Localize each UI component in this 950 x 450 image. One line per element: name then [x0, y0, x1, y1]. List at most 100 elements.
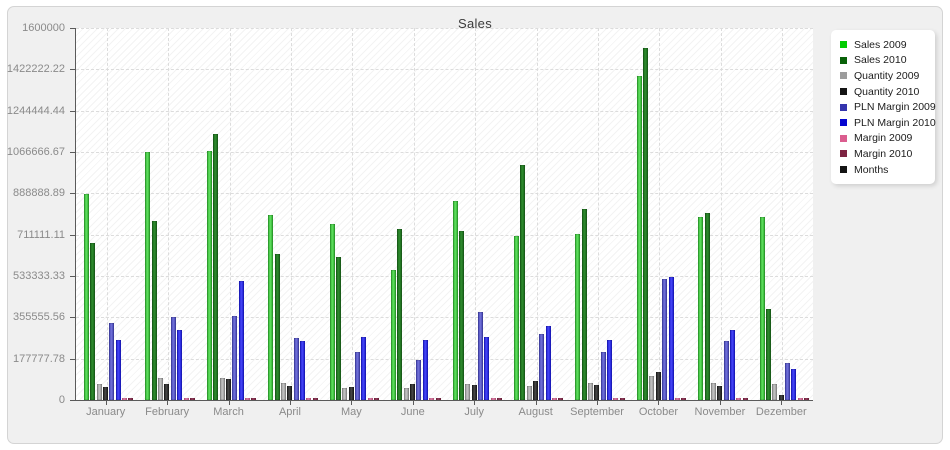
- bar-quantity-2009: [342, 388, 348, 400]
- bar-quantity-2010: [225, 379, 231, 400]
- bar-pln-margin-2009: [784, 363, 790, 400]
- bar-pln-margin-2010: [545, 326, 551, 400]
- bar-margin-2010: [312, 398, 318, 400]
- bar-sales-2009: [145, 152, 151, 400]
- bar-quantity-2010: [717, 386, 723, 400]
- legend-item: Margin 2010: [840, 146, 929, 162]
- x-axis-tick: [474, 401, 476, 405]
- bar-margin-2009: [244, 398, 250, 400]
- legend-swatch-icon: [840, 41, 847, 49]
- bar-quantity-2010: [655, 372, 661, 400]
- legend-label: PLN Margin 2009: [854, 101, 936, 114]
- bar-sales-2010: [90, 243, 96, 400]
- bar-sales-2009: [759, 217, 765, 400]
- bar-quantity-2009: [219, 378, 225, 400]
- legend-label: Margin 2010: [854, 147, 913, 160]
- month-label: Dezember: [755, 406, 807, 418]
- legend-item: Quantity 2009: [840, 68, 929, 84]
- bar-margin-2010: [619, 398, 625, 400]
- y-axis-tick: [70, 152, 75, 153]
- bar-quantity-2010: [164, 384, 170, 400]
- bar-pln-margin-2009: [170, 317, 176, 400]
- bar-pln-margin-2009: [355, 352, 361, 400]
- bar-margin-2009: [736, 398, 742, 400]
- vertical-gridline: [536, 28, 538, 400]
- bar-margin-2009: [429, 398, 435, 400]
- bar-pln-margin-2009: [232, 316, 238, 400]
- x-axis-tick: [228, 401, 230, 405]
- y-axis-tick: [70, 193, 75, 195]
- bar-sales-2010: [581, 209, 587, 400]
- bar-sales-2010: [643, 48, 649, 400]
- bar-quantity-2009: [403, 388, 409, 400]
- month-label: June: [400, 406, 425, 418]
- legend-item: Margin 2009: [840, 131, 929, 147]
- bar-quantity-2010: [471, 385, 477, 400]
- y-axis-tick: [70, 358, 75, 360]
- bar-quantity-2009: [649, 376, 655, 400]
- month-label: March: [213, 406, 244, 418]
- legend-swatch-icon: [840, 134, 847, 142]
- horizontal-gridline: [76, 234, 813, 236]
- vertical-gridline: [352, 28, 354, 400]
- month-label: January: [86, 406, 126, 418]
- bar-sales-2009: [698, 217, 704, 400]
- bar-margin-2009: [183, 398, 189, 400]
- bar-sales-2009: [452, 201, 458, 400]
- bar-pln-margin-2010: [115, 340, 121, 400]
- y-axis-label: 1066666.67: [6, 146, 65, 158]
- legend-label: Margin 2009: [854, 132, 913, 145]
- y-axis-tick: [70, 400, 75, 401]
- bar-quantity-2010: [594, 385, 600, 400]
- bar-quantity-2010: [103, 387, 109, 400]
- bar-pln-margin-2010: [361, 337, 367, 400]
- bar-sales-2010: [704, 213, 710, 400]
- bar-quantity-2009: [588, 383, 594, 400]
- bar-quantity-2010: [778, 395, 784, 400]
- vertical-gridline: [720, 28, 722, 400]
- legend-item: Sales 2010: [840, 53, 929, 69]
- bar-margin-2009: [613, 398, 619, 400]
- month-label: November: [694, 406, 746, 418]
- bar-pln-margin-2010: [300, 341, 305, 400]
- x-axis-tick: [167, 401, 169, 405]
- bar-quantity-2009: [772, 384, 778, 400]
- bar-quantity-2009: [96, 384, 102, 400]
- legend-label: Quantity 2010: [854, 85, 920, 98]
- bar-margin-2009: [674, 398, 680, 400]
- bar-margin-2009: [490, 398, 496, 400]
- bar-sales-2009: [636, 76, 642, 400]
- bar-pln-margin-2009: [539, 334, 545, 400]
- x-axis-tick: [719, 401, 721, 405]
- bar-quantity-2009: [526, 386, 532, 400]
- month-label: July: [464, 406, 484, 418]
- legend: Sales 2009 Sales 2010 Quantity 2009 Quantit…: [831, 30, 936, 185]
- horizontal-gridline: [76, 69, 813, 71]
- y-axis-tick: [70, 69, 75, 71]
- bar-sales-2009: [575, 234, 581, 400]
- y-axis-label: 533333.33: [13, 270, 65, 282]
- legend-label: Sales 2010: [854, 54, 907, 67]
- bar-pln-margin-2010: [729, 330, 735, 400]
- y-axis-label: 0: [58, 394, 65, 406]
- y-axis-tick: [70, 317, 75, 319]
- bar-quantity-2009: [465, 384, 471, 400]
- vertical-gridline: [106, 28, 108, 400]
- legend-swatch-icon: [840, 119, 847, 127]
- horizontal-gridline: [76, 110, 813, 112]
- bar-pln-margin-2010: [791, 369, 797, 400]
- y-axis-label: 888888.89: [13, 187, 65, 200]
- bar-margin-2010: [742, 398, 748, 400]
- bar-margin-2009: [306, 398, 312, 400]
- legend-item: PLN Margin 2010: [840, 115, 936, 131]
- horizontal-gridline: [76, 276, 813, 277]
- vertical-gridline: [168, 28, 170, 400]
- legend-item: Quantity 2010: [840, 84, 929, 100]
- bar-pln-margin-2010: [607, 340, 613, 400]
- vertical-gridline: [290, 28, 292, 400]
- y-axis-label: 1600000: [22, 22, 65, 34]
- y-axis-label: 177777.78: [13, 352, 65, 365]
- vertical-gridline: [475, 28, 477, 400]
- vertical-gridline: [659, 28, 661, 400]
